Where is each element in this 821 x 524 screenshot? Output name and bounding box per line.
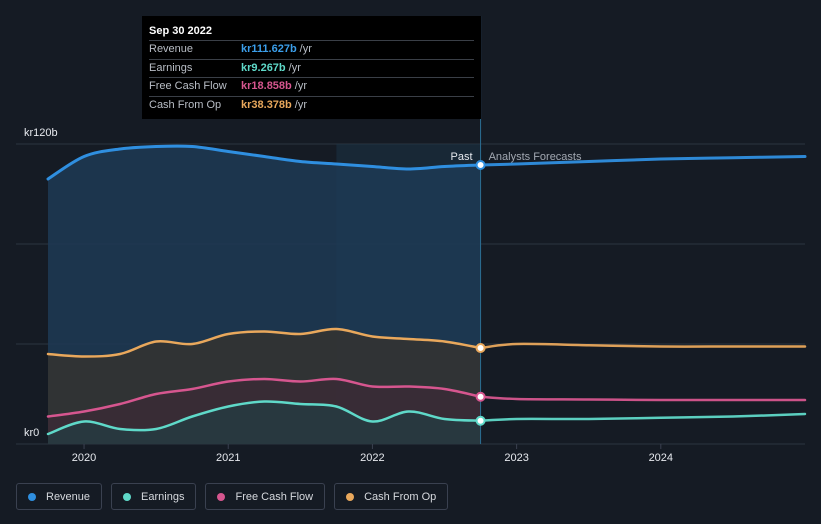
legend-label: Earnings [141,490,185,503]
x-tick-label: 2022 [360,452,384,464]
legend-dot-icon [217,492,226,501]
tooltip-value: kr38.378b [241,98,292,111]
marker-revenue [475,160,486,170]
tooltip-label: Revenue [149,43,194,55]
line-cash-from-op-past [46,327,482,358]
line-revenue-past [46,144,483,181]
marker-cash-from-op [475,343,486,353]
past-label: Past [451,151,473,163]
area-earnings [48,401,481,444]
x-tick-label: 2023 [504,452,528,464]
line-earnings-past [46,400,482,436]
legend: Revenue Earnings Free Cash Flow Cash Fro… [16,483,449,510]
tooltip-row-earnings: Earnings kr9.267b /yr [149,58,474,78]
legend-dot-icon [346,492,355,501]
line-free-cash-flow-past [46,377,482,418]
x-tick-label: 2020 [72,452,96,464]
marker-earnings [475,415,486,426]
tooltip-unit: /yr [299,43,312,55]
legend-dot-icon [28,492,36,501]
tooltip-date: Sep 30 2022 [149,25,212,37]
y-tick-label: kr0 [24,427,39,439]
line-cash-from-op-forecast [479,342,807,350]
legend-dot-icon [123,492,132,501]
line-revenue-forecast [479,155,807,167]
tooltip-unit: /yr [288,61,301,74]
y-tick-label: kr120b [24,127,58,139]
x-tick-label: 2024 [649,452,673,464]
legend-label: Cash From Op [364,490,437,503]
tooltip-label: Free Cash Flow [149,80,227,92]
tooltip-value: kr111.627b [241,43,297,55]
tooltip-row-free-cash-flow: Free Cash Flow kr18.858b /yr [149,77,474,96]
tooltip-row-revenue: Revenue kr111.627b /yr [149,40,474,59]
tooltip-unit: /yr [294,98,307,111]
tooltip-row-cash-from-op: Cash From Op kr38.378b /yr [149,95,474,115]
tooltip-value: kr9.267b [241,61,286,74]
legend-label: Revenue [46,490,91,503]
x-tick-label: 2021 [216,452,240,464]
line-earnings-forecast [479,412,807,422]
tooltip: Sep 30 2022 Revenue kr111.627b /yr Earni… [142,16,481,119]
legend-item-earnings[interactable]: Earnings [111,483,197,510]
marker-free-cash-flow [475,391,486,402]
legend-label: Free Cash Flow [235,490,314,503]
tooltip-value: kr18.858b [241,80,292,92]
tooltip-label: Cash From Op [149,98,222,111]
tooltip-unit: /yr [294,80,307,92]
legend-item-revenue[interactable]: Revenue [16,483,103,510]
tooltip-label: Earnings [149,61,193,74]
line-free-cash-flow-forecast [479,395,807,402]
legend-item-free-cash-flow[interactable]: Free Cash Flow [205,483,326,510]
legend-item-cash-from-op[interactable]: Cash From Op [334,483,449,510]
forecast-label: Analysts Forecasts [489,151,582,163]
